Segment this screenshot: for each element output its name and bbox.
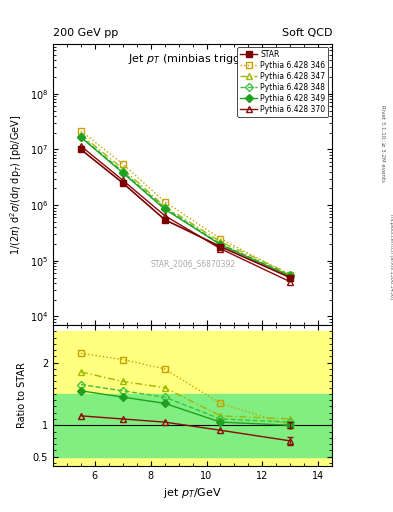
X-axis label: jet $p_T$/GeV: jet $p_T$/GeV [163, 486, 222, 500]
Text: Jet $p_T$ (minbias trigger): Jet $p_T$ (minbias trigger) [128, 52, 257, 66]
Y-axis label: Ratio to STAR: Ratio to STAR [17, 362, 27, 429]
Text: mcplots.cern.ch [arXiv:1306.3436]: mcplots.cern.ch [arXiv:1306.3436] [389, 214, 393, 298]
Text: Rivet 3.1.10; ≥ 3.2M events: Rivet 3.1.10; ≥ 3.2M events [381, 105, 386, 182]
Text: 200 GeV pp: 200 GeV pp [53, 28, 118, 38]
Text: Soft QCD: Soft QCD [282, 28, 332, 38]
Y-axis label: 1/(2$\pi$) d$^2$$\sigma$/(d$\eta$ dp$_T$) [pb/GeV]: 1/(2$\pi$) d$^2$$\sigma$/(d$\eta$ dp$_T$… [8, 114, 24, 254]
Legend: STAR, Pythia 6.428 346, Pythia 6.428 347, Pythia 6.428 348, Pythia 6.428 349, Py: STAR, Pythia 6.428 346, Pythia 6.428 347… [237, 47, 328, 117]
Text: STAR_2006_S6870392: STAR_2006_S6870392 [150, 259, 235, 268]
Bar [53, 331, 332, 472]
Bar [53, 394, 332, 457]
